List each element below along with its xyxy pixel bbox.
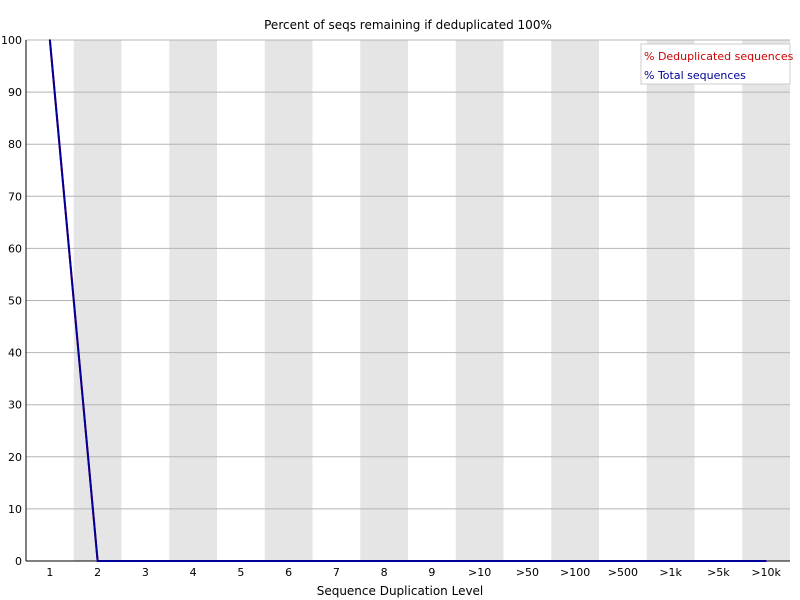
x-tick-label: 6 — [285, 566, 292, 579]
y-tick-label: 60 — [8, 242, 22, 255]
y-tick-label: 40 — [8, 347, 22, 360]
x-tick-label: >10 — [468, 566, 491, 579]
y-tick-label: 100 — [1, 34, 22, 47]
data-point — [431, 560, 433, 562]
legend-entry: % Deduplicated sequences — [644, 50, 794, 63]
y-tick-label: 10 — [8, 503, 22, 516]
data-point — [669, 560, 672, 562]
data-point — [240, 560, 242, 562]
y-tick-label: 20 — [8, 451, 22, 464]
x-tick-label: >50 — [516, 566, 539, 579]
data-point — [335, 560, 338, 562]
x-tick-label: 4 — [190, 566, 197, 579]
series-line-total — [48, 39, 767, 562]
data-point — [574, 560, 576, 562]
x-tick-label: >100 — [560, 566, 590, 579]
legend: % Deduplicated sequences % Total sequence… — [640, 43, 794, 85]
x-tick-label: >10k — [751, 566, 781, 579]
x-tick-label: 3 — [142, 566, 149, 579]
data-point — [478, 560, 481, 562]
data-point — [144, 560, 147, 562]
data-point — [717, 560, 720, 562]
y-tick-label: 0 — [15, 555, 22, 568]
data-point — [383, 560, 385, 562]
x-tick-label: >500 — [608, 566, 638, 579]
y-tick-label: 90 — [8, 86, 22, 99]
legend-entry: % Total sequences — [644, 69, 746, 82]
tick-layer: 0 10 20 30 40 50 60 70 80 90 100 1 2 3 4 5 6 7 8 9 >10 >50 >10… — [1, 34, 782, 579]
data-point — [49, 39, 51, 41]
x-tick-label: 2 — [94, 566, 101, 579]
legend-box — [640, 43, 791, 85]
x-tick-label: 9 — [428, 566, 435, 579]
series-layer — [48, 39, 767, 562]
data-point — [96, 560, 99, 562]
x-tick-label: >1k — [659, 566, 682, 579]
y-tick-label: 80 — [8, 138, 22, 151]
y-tick-label: 30 — [8, 399, 22, 412]
chart-title: Percent of seqs remaining if deduplicate… — [264, 18, 552, 32]
x-tick-label: >5k — [707, 566, 730, 579]
data-point — [622, 560, 624, 562]
x-tick-label: 5 — [237, 566, 244, 579]
y-tick-label: 50 — [8, 295, 22, 308]
data-point — [526, 560, 529, 562]
data-point — [287, 560, 290, 562]
y-tick-label: 70 — [8, 190, 22, 203]
x-tick-label: 8 — [381, 566, 388, 579]
x-tick-label: 7 — [333, 566, 340, 579]
x-axis-label: Sequence Duplication Level — [317, 584, 484, 598]
x-tick-label: 1 — [46, 566, 53, 579]
data-point — [192, 560, 194, 562]
data-point — [765, 560, 767, 562]
